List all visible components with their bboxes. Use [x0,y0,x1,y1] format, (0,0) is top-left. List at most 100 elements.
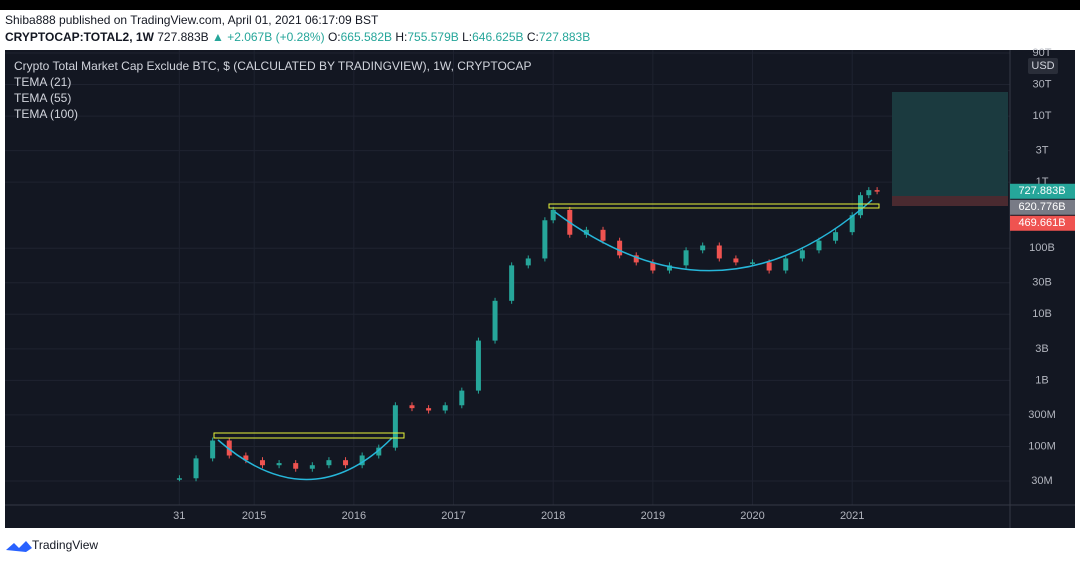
y-tick-label: 30M [1031,475,1052,487]
y-tick-label: 100M [1028,440,1056,452]
candle-body [799,250,805,259]
candle-body [716,245,722,259]
candle-body [766,262,772,271]
candle-body [633,255,639,263]
candle-body [833,232,839,241]
candle-body [617,240,623,256]
cup-curve [554,199,873,272]
x-tick-label: 2020 [740,510,764,522]
candle-body [683,250,689,266]
y-tick-label: 3T [1036,145,1049,157]
candle-body [276,463,282,466]
candle-body [459,390,465,406]
brand: TradingView [32,538,98,552]
cup-curve [217,437,393,481]
candle-body [426,408,432,411]
last: 727.883B [157,30,208,44]
symbol: CRYPTOCAP:TOTAL2, 1W [5,30,155,44]
header-bg [0,10,1080,48]
price-label: 469.661B [1018,217,1065,229]
candle-body [525,258,531,266]
candle-body [442,405,448,411]
y-tick-label: 10T [1033,110,1052,122]
candle-body [176,478,182,480]
y-tick-label: 30B [1032,277,1052,289]
candle-body [700,245,706,251]
candle-body [226,440,232,456]
ohlc-key: C: [527,30,539,44]
ohlc-value: 646.625B [472,30,523,44]
publisher: Shiba888 published on TradingView.com, A… [5,13,379,27]
candle-body [409,405,415,409]
y-tick-label: 100B [1029,242,1055,254]
candle-body [650,262,656,271]
candle-body [293,463,299,469]
target-zone [892,92,1008,196]
logo [6,541,32,552]
candle-body [542,220,548,259]
candle-body [210,440,216,459]
stop-zone [892,196,1008,206]
price-label: 727.883B [1018,185,1065,197]
candle-body [550,209,556,221]
price-label-bg [1010,199,1075,215]
y-tick-label: 30T [1033,78,1052,90]
x-tick-label: 31 [173,510,185,522]
candle-body [343,460,349,466]
candle-body [376,447,382,456]
candle-body [666,265,672,271]
candle-body [733,258,739,263]
ohlc-value: 755.579B [407,30,458,44]
currency-badge [1028,58,1058,74]
x-tick-label: 2016 [342,510,366,522]
candle-body [874,190,880,192]
logo-icon [6,541,32,552]
resistance-box [548,203,880,209]
ohlc-key: H: [395,30,407,44]
ohlc-key: L: [462,30,472,44]
x-tick-label: 2021 [840,510,864,522]
y-tick-label: 1B [1035,374,1048,386]
x-tick-label: 2017 [441,510,465,522]
candle-body [509,265,515,301]
candle-body [783,258,789,271]
indicator: TEMA (21) [14,75,71,89]
candle-body [857,195,863,216]
ohlc-key: O: [328,30,341,44]
candle-body [359,455,365,466]
chart-title: Crypto Total Market Cap Exclude BTC, $ (… [14,59,531,73]
top-bar [0,0,1080,10]
candle-body [326,460,332,466]
indicator: TEMA (55) [14,91,71,105]
y-tick-label: 300M [1028,409,1056,421]
candle-body [492,300,498,341]
x-tick-label: 2019 [641,510,665,522]
price-label: 620.776B [1018,201,1065,213]
y-tick-label: 90T [1033,47,1052,59]
candle-body [259,460,265,466]
candle-body [309,465,315,469]
change: ▲ +2.067B (+0.28%) [212,30,325,44]
candle-body [866,190,872,196]
price-label-bg [1010,183,1075,199]
candle-body [193,458,199,479]
resistance-box [213,432,405,439]
currency: USD [1031,60,1054,72]
indicator: TEMA (100) [14,107,78,121]
y-tick-label: 10B [1032,308,1052,320]
candle-body [750,262,756,264]
symbol-line: CRYPTOCAP:TOTAL2, 1W 727.883B ▲ +2.067B … [5,30,590,44]
ohlc-value: 727.883B [539,30,590,44]
candle-body [816,240,822,251]
ohlc-value: 665.582B [341,30,392,44]
x-tick-label: 2018 [541,510,565,522]
candle-body [392,405,398,448]
x-tick-label: 2015 [242,510,266,522]
candle-body [475,340,481,391]
candle-body [600,229,606,241]
candle-body [243,455,249,461]
price-label-bg [1010,215,1075,231]
y-tick-label: 3B [1035,343,1048,355]
